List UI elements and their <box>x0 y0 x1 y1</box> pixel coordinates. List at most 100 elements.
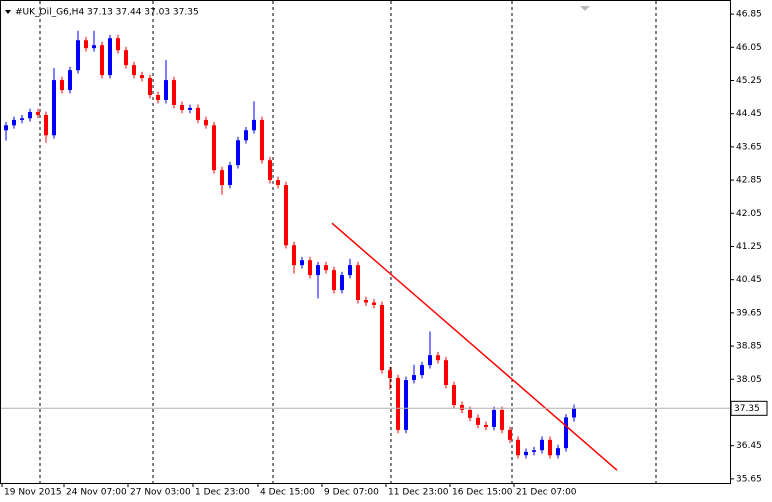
y-tick-label: 38.85 <box>736 342 762 352</box>
y-tick-label: 38.05 <box>736 375 762 385</box>
x-tick-label: 27 Nov 03:00 <box>130 488 191 498</box>
period-separators <box>39 1 657 483</box>
candle-body <box>292 245 296 266</box>
candle-body <box>420 365 424 376</box>
candle-body <box>44 114 48 136</box>
candle-body <box>364 300 368 303</box>
candle-body <box>468 409 472 418</box>
candle-body <box>236 140 240 166</box>
candle-body <box>108 38 112 76</box>
candle-body <box>516 439 520 456</box>
y-tick-label: 46.05 <box>736 43 762 53</box>
candle-body <box>556 448 560 456</box>
candle-body <box>340 275 344 291</box>
plot-frame <box>0 0 731 484</box>
candle-body <box>148 78 152 96</box>
x-tick-label: 19 Nov 2015 <box>4 488 62 498</box>
candle-body <box>460 404 464 410</box>
candle-body <box>484 424 488 427</box>
candle-body <box>260 119 264 161</box>
candle-body <box>276 180 280 186</box>
candle-body <box>28 112 32 119</box>
y-tick-label: 43.65 <box>736 142 762 152</box>
candle-body <box>332 270 336 291</box>
candle-body <box>156 95 160 101</box>
current-price-label: 37.35 <box>734 404 760 414</box>
y-tick-label: 36.45 <box>736 441 762 451</box>
candle-body <box>436 355 440 361</box>
x-tick-label: 21 Dec 07:00 <box>516 488 577 498</box>
candle-body <box>188 107 192 110</box>
x-tick-label: 4 Dec 15:00 <box>260 488 315 498</box>
x-tick-label: 1 Dec 23:00 <box>195 488 250 498</box>
shift-marker <box>580 6 590 11</box>
candle-body <box>348 265 352 276</box>
candle-body <box>428 355 432 366</box>
candle-body <box>244 130 248 141</box>
x-tick-label: 16 Dec 15:00 <box>452 488 513 498</box>
candle-body <box>404 380 408 430</box>
candle-body <box>508 429 512 440</box>
y-tick-label: 42.85 <box>736 176 762 186</box>
candle-body <box>84 40 88 49</box>
candle-body <box>564 417 568 449</box>
y-tick-label: 39.65 <box>736 308 762 318</box>
candle-body <box>356 265 360 301</box>
candle-body <box>12 119 16 126</box>
candle-body <box>252 119 256 131</box>
candle-body <box>452 385 456 405</box>
candle-body <box>124 50 128 66</box>
candle-body <box>572 408 576 418</box>
y-tick-label: 40.45 <box>736 275 762 285</box>
candle-body <box>396 378 400 430</box>
candle-body <box>324 265 328 271</box>
candle-body <box>500 409 504 430</box>
candle-body <box>172 80 176 105</box>
y-tick-label: 44.45 <box>736 109 762 119</box>
candle-body <box>316 265 320 276</box>
candle-body <box>116 38 120 51</box>
candle-body <box>412 375 416 381</box>
trendline <box>331 222 618 471</box>
candle-body <box>180 104 184 110</box>
x-tick-label: 24 Nov 07:00 <box>66 488 127 498</box>
y-tick-label: 41.25 <box>736 242 762 252</box>
y-tick-label: 35.65 <box>736 474 762 484</box>
candle-body <box>4 125 8 131</box>
candle-body <box>532 450 536 452</box>
candle-body <box>164 80 168 101</box>
candle-body <box>212 125 216 171</box>
current-price-box <box>730 400 768 416</box>
candle-body <box>220 170 224 186</box>
candle-body <box>20 118 24 120</box>
candle-body <box>444 360 448 386</box>
candle-body <box>524 451 528 456</box>
y-tick-label: 42.05 <box>736 209 762 219</box>
candle-body <box>140 75 144 79</box>
candle-body <box>380 304 384 371</box>
candle-body <box>548 439 552 456</box>
candle-body <box>372 302 376 305</box>
symbol-icon <box>5 10 11 14</box>
candle-body <box>132 65 136 76</box>
candle-body <box>36 112 40 115</box>
x-tick-label: 11 Dec 23:00 <box>388 488 449 498</box>
candle-body <box>388 370 392 379</box>
candle-body <box>300 260 304 266</box>
candle-body <box>68 70 72 91</box>
candle-body <box>268 160 272 181</box>
y-tick-label: 46.85 <box>736 10 762 20</box>
candle-body <box>52 80 56 136</box>
candle-body <box>92 45 96 49</box>
y-tick-label: 45.25 <box>736 76 762 86</box>
candle-body <box>76 40 80 71</box>
candle-body <box>492 409 496 427</box>
candle-body <box>308 260 312 276</box>
candle-body <box>228 165 232 186</box>
candle-body <box>100 45 104 76</box>
candle-body <box>284 185 288 246</box>
x-tick-label: 9 Dec 07:00 <box>324 488 379 498</box>
candle-body <box>196 107 200 120</box>
candle-body <box>476 417 480 425</box>
